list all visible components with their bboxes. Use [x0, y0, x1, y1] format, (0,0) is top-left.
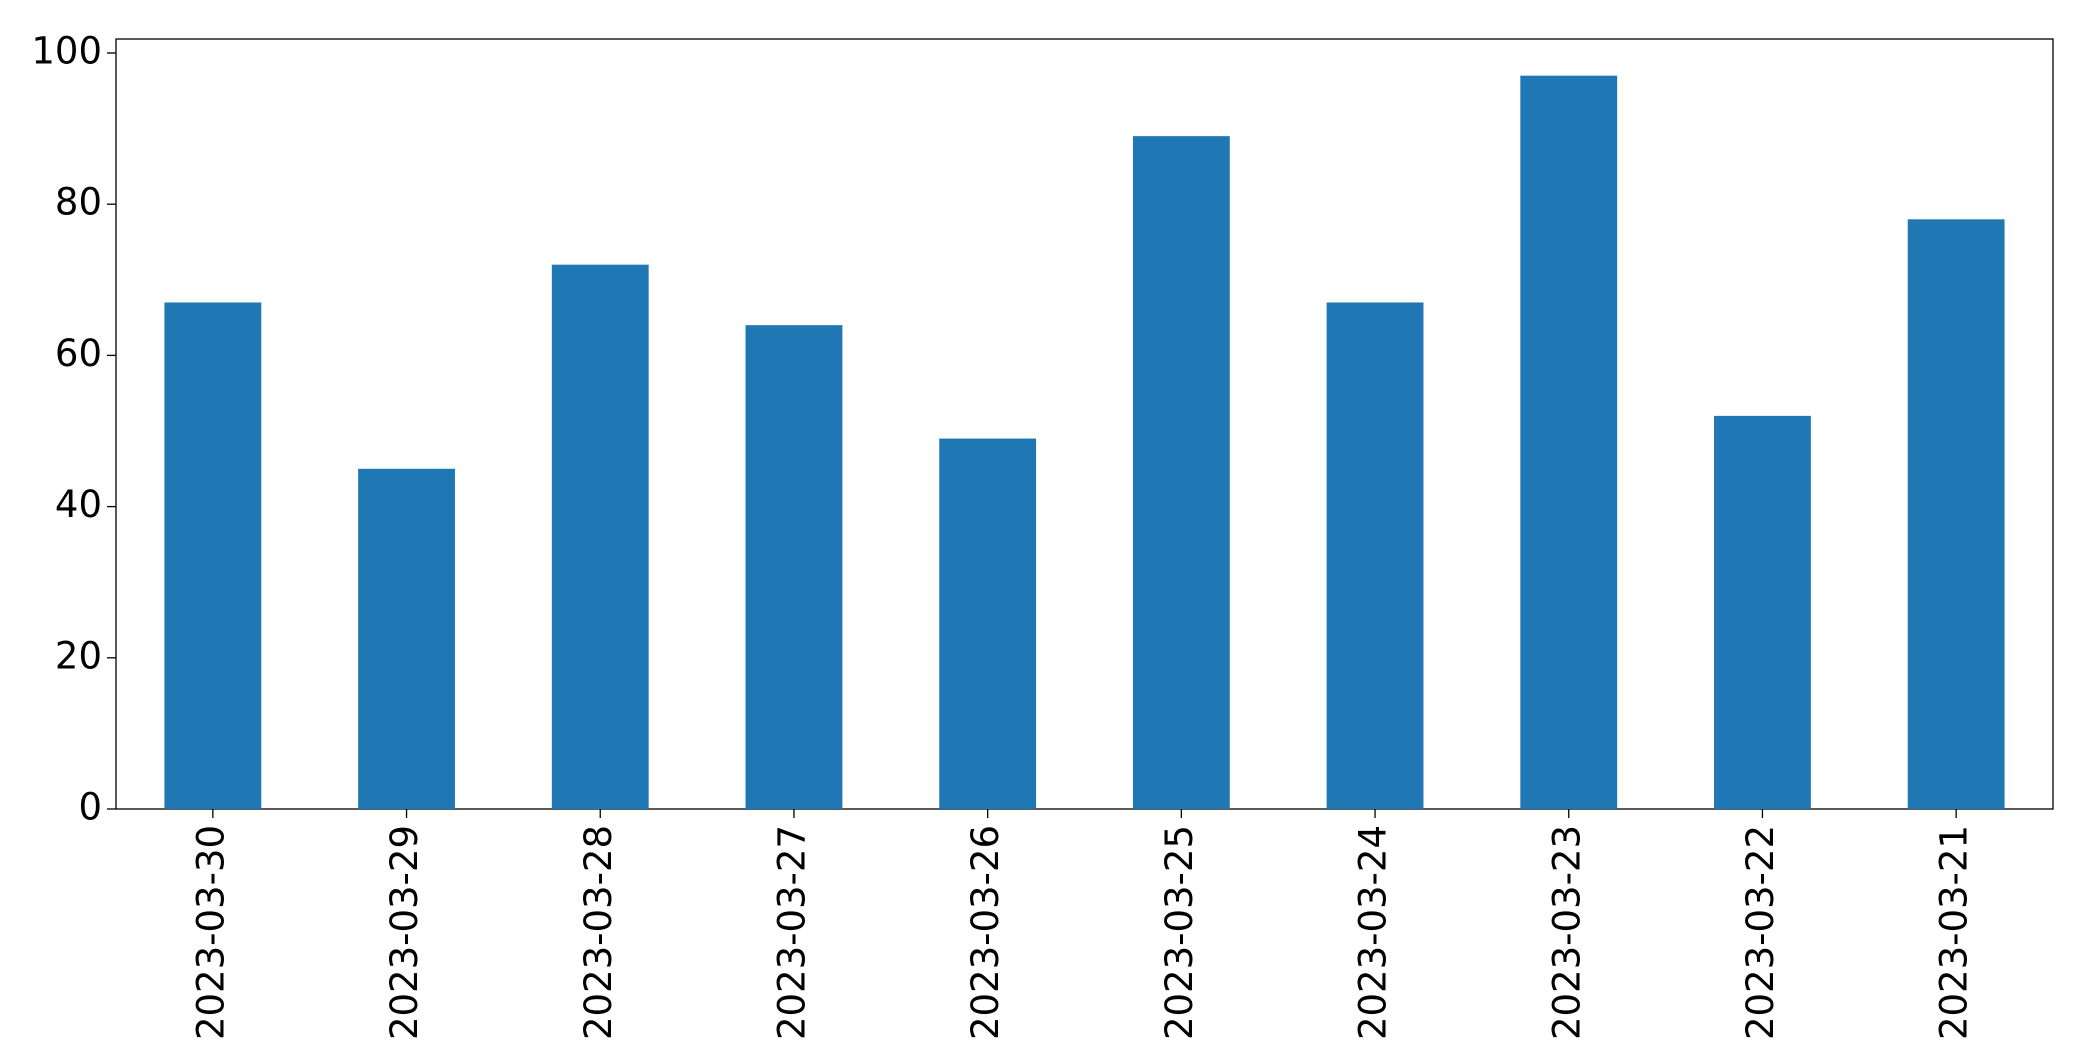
bar	[358, 468, 455, 809]
bar	[1907, 219, 2005, 810]
bar	[551, 264, 649, 809]
x-tick-label: 2023-03-27	[770, 825, 813, 1040]
bar	[1132, 136, 1230, 809]
x-tick-label: 2023-03-29	[383, 825, 426, 1040]
x-tick-label: 2023-03-30	[189, 825, 232, 1040]
y-tick-label: 60	[55, 332, 102, 375]
bar	[939, 438, 1037, 809]
plot-frame	[115, 38, 2054, 810]
y-tick-label: 40	[55, 483, 102, 526]
bar	[1520, 75, 1618, 809]
bar	[745, 325, 843, 809]
x-tick-label: 2023-03-24	[1352, 825, 1395, 1040]
x-tick-label: 2023-03-26	[964, 825, 1007, 1040]
bar	[164, 302, 262, 809]
bar	[1326, 302, 1424, 809]
y-tick-label: 0	[78, 786, 102, 829]
y-tick-label: 80	[55, 181, 102, 224]
x-tick-label: 2023-03-21	[1933, 825, 1976, 1040]
x-tick-label: 2023-03-23	[1545, 825, 1588, 1040]
x-tick-label: 2023-03-25	[1158, 825, 1201, 1040]
x-tick-label: 2023-03-28	[577, 825, 620, 1040]
bar	[1714, 415, 1811, 809]
y-tick-label: 100	[31, 29, 102, 72]
y-tick-label: 20	[55, 634, 102, 677]
x-tick-label: 2023-03-22	[1739, 825, 1782, 1040]
